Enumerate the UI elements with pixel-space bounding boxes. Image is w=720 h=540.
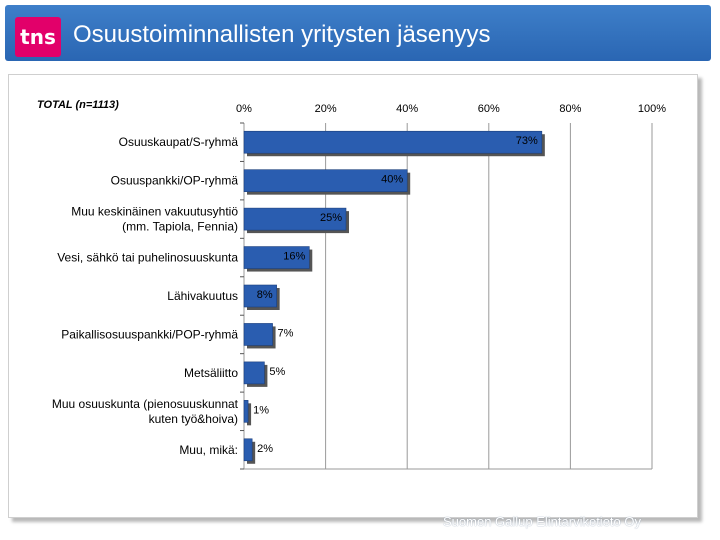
category-label: Osuuskaupat/S-ryhmä xyxy=(119,135,239,149)
footer-credit: Suomen Gallup Elintarviketieto Oy xyxy=(443,514,641,529)
bar xyxy=(243,169,408,192)
value-label: 2% xyxy=(257,443,273,455)
bar xyxy=(243,323,273,346)
tns-logo: tns xyxy=(15,17,61,57)
category-label: Metsäliitto xyxy=(184,366,238,380)
bar xyxy=(243,438,253,462)
bar xyxy=(243,284,277,308)
value-label: 7% xyxy=(278,327,294,339)
value-label: 8% xyxy=(257,289,273,301)
x-axis-tick-labels: 0% 20% 40% 60% 80% 100% xyxy=(236,103,666,115)
value-label: 73% xyxy=(516,135,538,147)
bar xyxy=(243,246,310,269)
value-label: 40% xyxy=(381,174,403,186)
value-label: 25% xyxy=(320,212,342,224)
x-tick-label: 80% xyxy=(559,103,581,115)
category-label: Muu osuuskunta (pienosuuskunnat kuten työ… xyxy=(52,397,239,426)
x-tick-label: 40% xyxy=(396,103,418,115)
bar-shadow xyxy=(247,403,252,426)
category-label: Osuuspankki/OP-ryhmä xyxy=(111,174,239,188)
bar xyxy=(243,400,249,423)
category-label: Lähivakuutus xyxy=(167,289,238,303)
value-label: 1% xyxy=(253,404,269,416)
bar xyxy=(243,207,347,231)
chart-title: TOTAL (n=1113) xyxy=(37,99,119,111)
category-label: Paikallisosuuspankki/POP-ryhmä xyxy=(61,327,238,341)
header-bar: tns Osuustoiminnallisten yritysten jäsen… xyxy=(5,5,711,61)
category-label: Muu keskinäinen vakuutusyhtiö (mm. Tapiol… xyxy=(71,205,238,234)
x-tick-label: 100% xyxy=(638,103,666,115)
x-tick-label: 60% xyxy=(478,103,500,115)
category-label: Muu, mikä: xyxy=(179,443,238,457)
bar xyxy=(243,361,265,385)
category-label: Vesi, sähkö tai puhelinosuuskunta xyxy=(57,251,238,265)
x-tick-label: 0% xyxy=(236,103,252,115)
chart-bars xyxy=(243,130,545,464)
page-title: Osuustoiminnallisten yritysten jäsenyys xyxy=(73,21,491,48)
category-labels: Osuuskaupat/S-ryhmä Osuuspankki/OP-ryhmä M… xyxy=(52,135,239,457)
bar xyxy=(243,130,543,154)
value-label: 5% xyxy=(269,366,285,378)
value-labels: 73% 40% 25% 16% 8% 7% 5% 1% 2% xyxy=(253,135,538,455)
x-tick-label: 20% xyxy=(315,103,337,115)
value-label: 16% xyxy=(283,251,305,263)
